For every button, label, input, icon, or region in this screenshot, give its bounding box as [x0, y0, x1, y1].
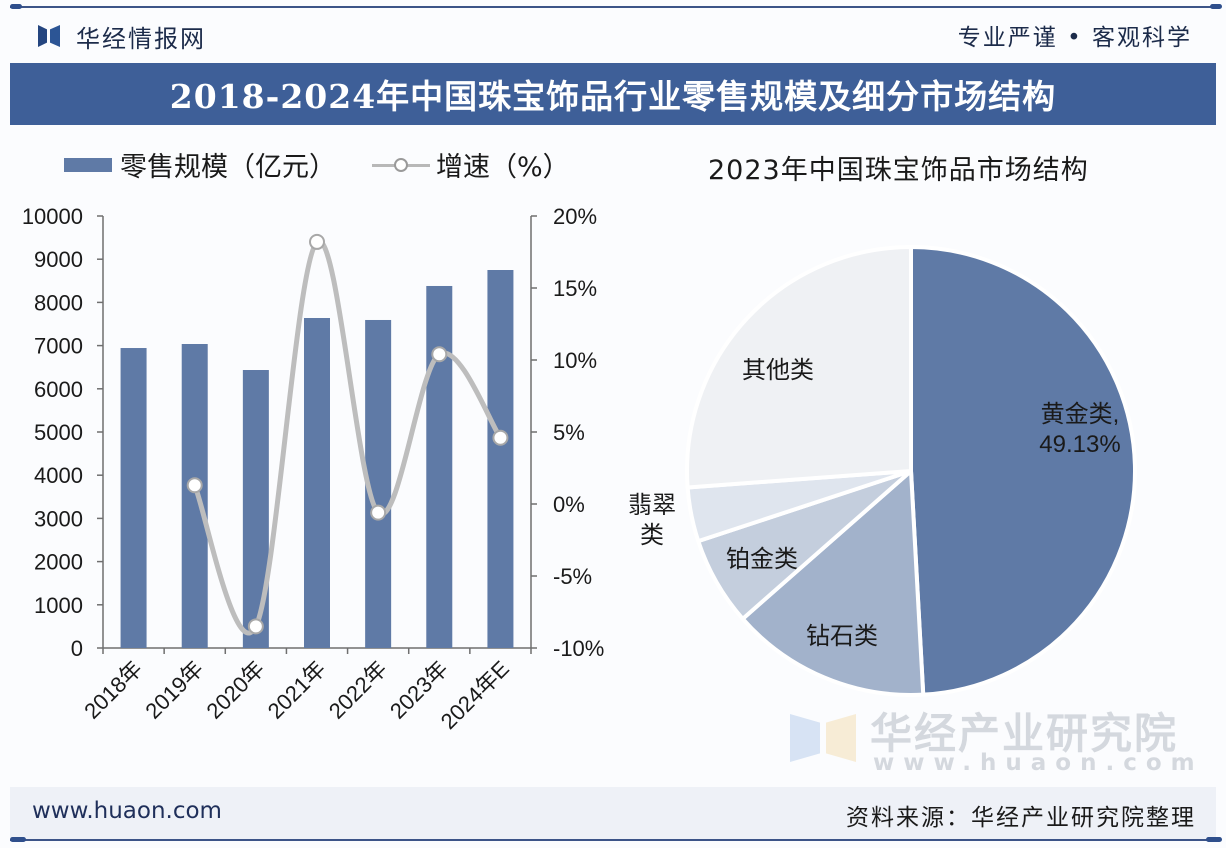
legend-line-swatch — [372, 155, 430, 175]
footer-rule-cap — [1206, 837, 1222, 842]
bar-retail-scale — [304, 317, 330, 648]
right-axis-tick-label: -5% — [553, 564, 592, 589]
pie-label-diamond: 钻石类 — [806, 623, 878, 650]
brand-logo-icon — [36, 23, 64, 49]
bar-retail-scale — [120, 348, 147, 648]
pie-label-other: 其他类 — [742, 357, 814, 384]
footer-source: 资料来源：华经产业研究院整理 — [846, 805, 1196, 831]
pie-label-platinum: 铂金类 — [726, 546, 798, 573]
growth-rate-point — [431, 346, 448, 363]
bar-retail-scale — [181, 344, 208, 648]
right-axis-tick-label: -10% — [553, 636, 604, 661]
legend-label-line: 增速（%） — [436, 152, 570, 183]
pie-label-jade: 类 — [640, 522, 664, 549]
watermark-logo-icon — [790, 706, 860, 770]
brand: 华经情报网 — [36, 20, 206, 53]
chart-legend: 零售规模（亿元） 增速（%） — [64, 145, 570, 184]
right-axis-tick-label: 20% — [553, 204, 597, 229]
footer-url: www.huaon.com — [32, 798, 222, 824]
left-axis-tick-label: 1000 — [34, 593, 83, 618]
watermark-name: 华经产业研究院 — [870, 709, 1179, 758]
footer-rule — [10, 839, 1216, 841]
growth-rate-point — [247, 618, 264, 635]
footer-band — [10, 787, 1216, 839]
left-axis-tick-label: 7000 — [34, 334, 83, 359]
right-axis-tick-label: 0% — [553, 492, 585, 517]
pie-slice — [740, 469, 926, 697]
left-axis-tick-label: 6000 — [34, 377, 83, 402]
pie-label-gold: 49.13% — [1039, 431, 1120, 458]
bar-retail-scale — [487, 270, 514, 648]
growth-rate-point — [309, 233, 325, 250]
pie-label-gold: 黄金类, — [1041, 401, 1120, 428]
legend-bar-swatch — [64, 157, 112, 172]
growth-rate-point — [492, 429, 509, 446]
watermark-url: www.huaon.com — [873, 750, 1204, 776]
left-axis-tick-label: 4000 — [34, 463, 83, 488]
growth-rate-point — [186, 477, 203, 494]
left-axis-tick-label: 9000 — [34, 247, 83, 272]
left-axis-tick-label: 5000 — [34, 420, 83, 445]
left-axis-tick-label: 10000 — [22, 204, 83, 229]
slogan: 专业严谨 • 客观科学 — [957, 25, 1192, 51]
legend-label-bar: 零售规模（亿元） — [120, 152, 336, 183]
left-axis-tick-label: 8000 — [34, 290, 83, 315]
page-title: 2018-2024年中国珠宝饰品行业零售规模及细分市场结构 — [169, 77, 1057, 116]
left-axis-tick-label: 2000 — [34, 550, 83, 575]
pie-slice — [909, 245, 1137, 697]
right-axis-tick-label: 15% — [553, 276, 597, 301]
pie-title: 2023年中国珠宝饰品市场结构 — [708, 155, 1089, 186]
right-axis-tick-label: 5% — [553, 420, 585, 445]
left-axis-tick-label: 0 — [71, 636, 83, 661]
left-axis-tick-label: 3000 — [34, 506, 83, 531]
top-rule-cap — [10, 4, 22, 9]
pie-slice — [685, 245, 913, 490]
top-rule-cap — [1210, 4, 1222, 9]
top-rule — [10, 6, 1216, 8]
right-axis-tick-label: 10% — [553, 348, 597, 373]
footer-rule-cap — [10, 837, 26, 842]
pie-label-jade: 翡翠 — [628, 492, 676, 519]
growth-rate-point — [370, 504, 387, 521]
brand-name: 华经情报网 — [76, 24, 206, 53]
title-bar: 2018-2024年中国珠宝饰品行业零售规模及细分市场结构 — [10, 63, 1216, 125]
